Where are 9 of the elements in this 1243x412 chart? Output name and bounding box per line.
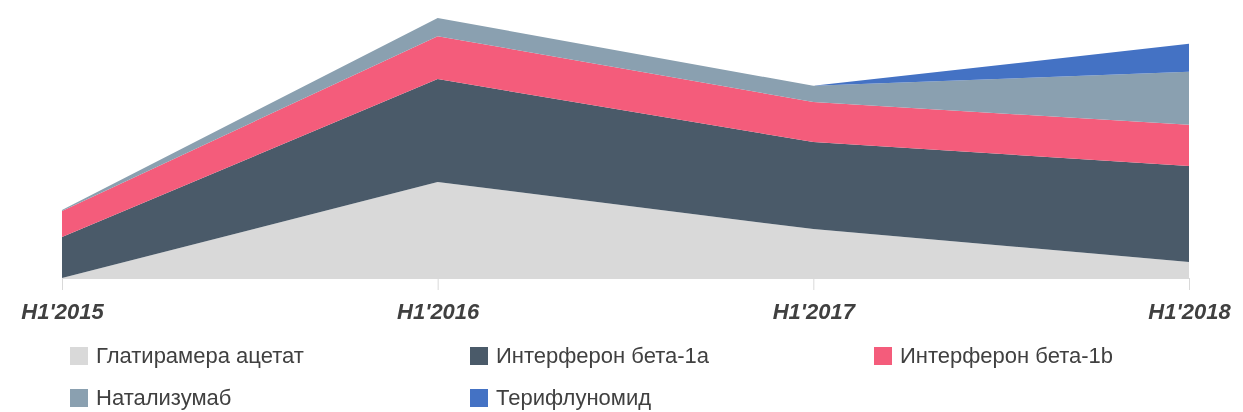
legend-label: Терифлуномид xyxy=(496,385,652,410)
legend-label: Интерферон бета-1a xyxy=(496,343,710,368)
x-tick-label: H1'2016 xyxy=(397,299,481,325)
legend-label: Натализумаб xyxy=(96,385,232,410)
x-tick-label: H1'2017 xyxy=(772,299,857,325)
legend-label: Глатирамера ацетат xyxy=(96,343,304,368)
x-tick-label: H1'2015 xyxy=(21,299,105,325)
x-tick-label: H1'2018 xyxy=(1148,299,1232,325)
legend-label: Интерферон бета-1b xyxy=(900,343,1114,368)
